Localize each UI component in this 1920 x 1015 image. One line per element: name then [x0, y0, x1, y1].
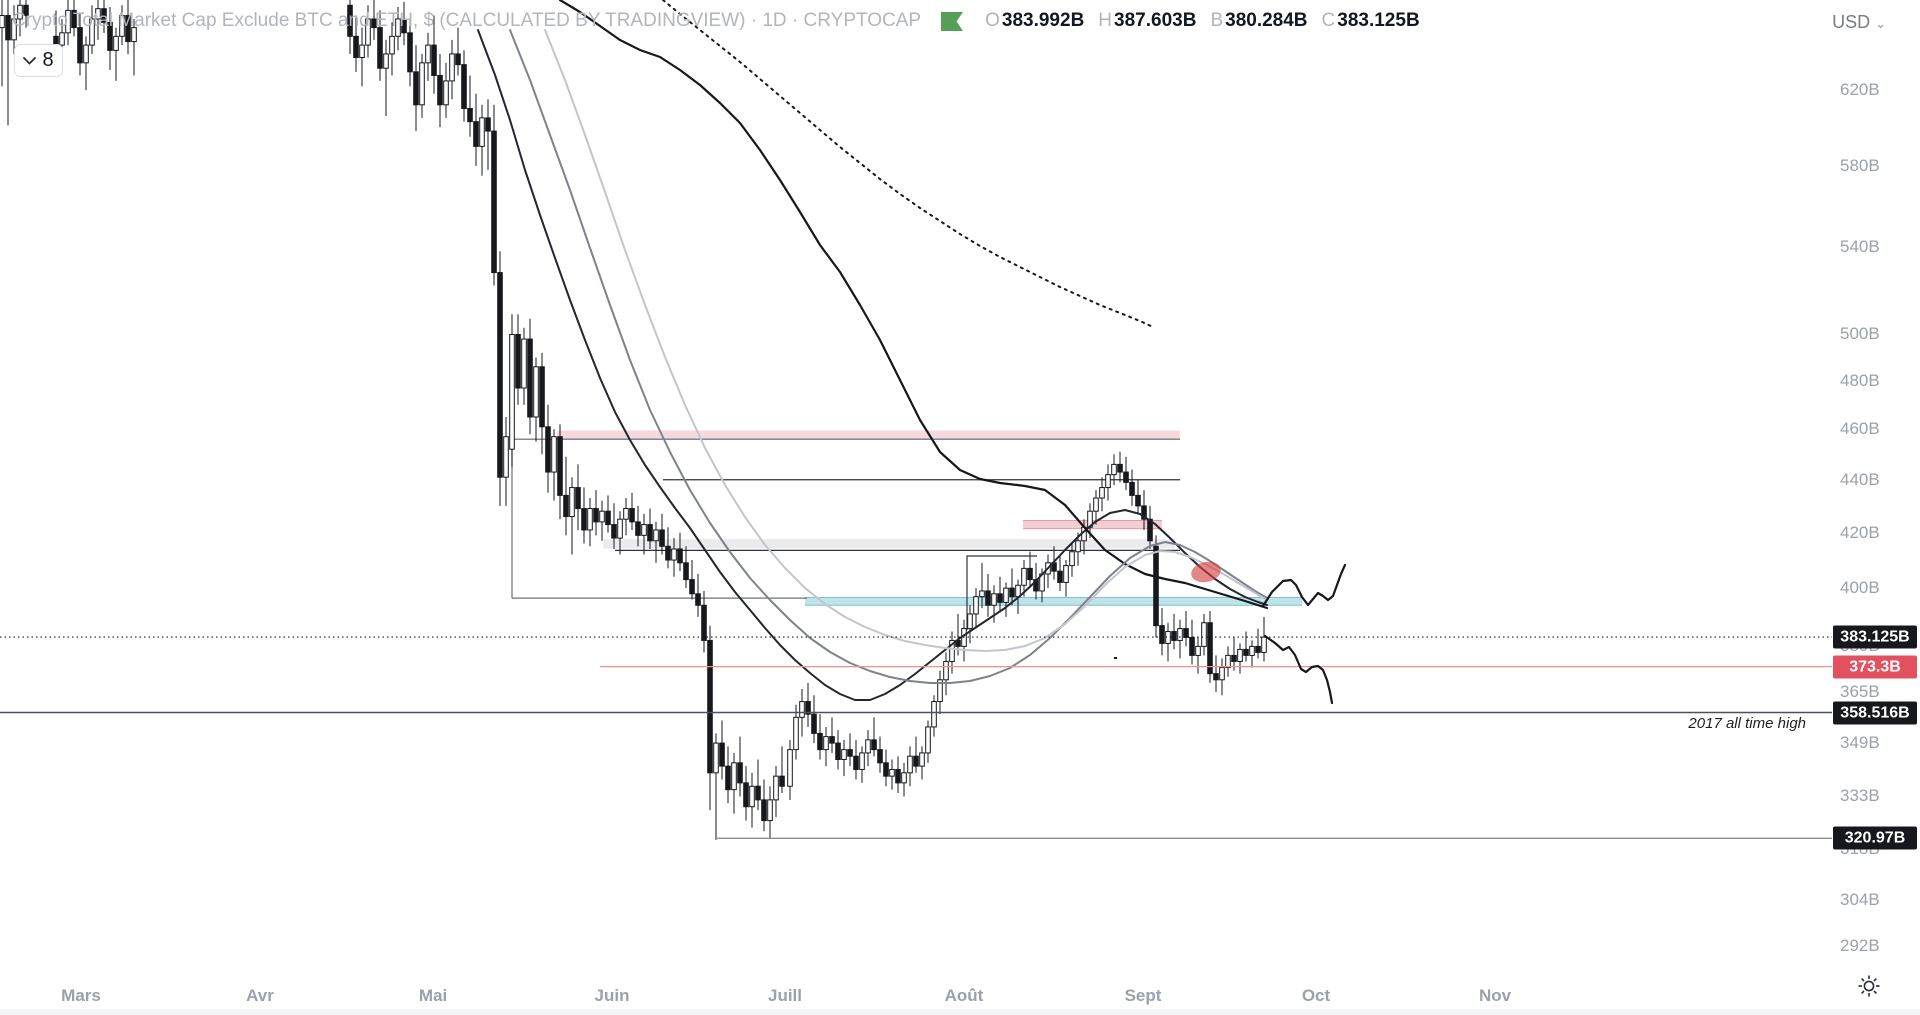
ma-slow-black: [558, 0, 1269, 610]
projection-up: [1261, 563, 1347, 608]
flag-icon[interactable]: [941, 11, 964, 31]
candlestick-series: [0, 0, 1267, 840]
projection-drawings: [966, 555, 1347, 705]
ma-fast-black: [477, 29, 1268, 701]
timeline-strip: [0, 1009, 1920, 1015]
ma-dotted: [662, 0, 1154, 328]
drawing-zones: [557, 430, 1302, 606]
resistance-zone-pink: [557, 430, 1180, 440]
sun-icon[interactable]: [1856, 973, 1882, 999]
chevron-down-icon: ⌄: [1875, 15, 1886, 31]
demand-zone-blue: [805, 597, 1302, 606]
moving-average-lines: [477, 0, 1269, 701]
step-drawing: [966, 555, 1037, 630]
horizontal-levels: [511, 438, 1180, 599]
projection-down: [1263, 634, 1334, 705]
tick-mark: [1114, 657, 1117, 659]
currency-label: USD: [1832, 12, 1871, 32]
chevron-down-icon: [23, 56, 37, 65]
candle-count-button[interactable]: 8: [14, 44, 63, 77]
highlight-ellipse: [1191, 561, 1221, 583]
currency-dropdown[interactable]: USD ⌄: [1832, 12, 1886, 33]
price-level-lines: [0, 636, 1832, 839]
ma-light-gray: [544, 29, 1268, 652]
gray-zone: [603, 539, 1175, 549]
candle-count-label: 8: [42, 49, 54, 71]
ma-mid-gray: [509, 29, 1268, 684]
